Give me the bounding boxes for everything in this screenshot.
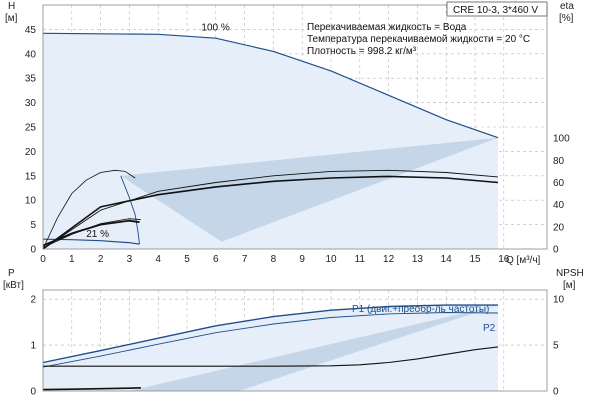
h-tick-label: 15 [25, 171, 37, 182]
h-tick-label: 10 [25, 196, 37, 207]
eta-tick-label: 0 [553, 245, 559, 256]
head-curve-100pct [42, 32, 499, 139]
h-tick-label: 30 [25, 98, 37, 109]
h-tick-label: 40 [25, 49, 37, 60]
h-tick-label: 45 [25, 25, 37, 36]
q-tick-label: 2 [98, 254, 104, 265]
speed-annotation: 21 % [86, 229, 109, 240]
q-axis-label: Q [м³/ч] [506, 255, 541, 266]
q-tick-label: 1 [69, 254, 75, 265]
title-box [446, 1, 548, 17]
power-frame [42, 289, 548, 392]
h-axis-label-line1: H [8, 1, 15, 12]
p-tick-labels: 0 1 2 [30, 295, 36, 398]
p1-curve [42, 304, 498, 364]
head-curve-min-b [42, 218, 141, 248]
npsh-tick-label: 0 [553, 387, 559, 398]
q-tick-label: 11 [355, 254, 366, 265]
q-tick-label: 13 [412, 254, 424, 265]
q-tick-label: 3 [127, 254, 133, 265]
npsh-tick-label: 10 [553, 295, 565, 306]
p-tick-label: 1 [30, 341, 36, 352]
power-npsh-panel: 0 1 2 0 5 10 P [кВт] NPSH [м] P1 (двиг.+прео… [3, 268, 584, 398]
q-tick-label: 0 [40, 254, 46, 265]
h-tick-label: 25 [25, 123, 37, 134]
npsh-tick-label: 5 [553, 341, 559, 352]
chart-title: CRE 10-3, 3*460 V [453, 5, 538, 16]
eta-curve-upper [42, 169, 499, 250]
npsh-axis-label-line1: NPSH [556, 268, 584, 279]
q-tick-labels: 0 1 2 3 4 5 6 7 8 9 10 11 12 13 14 15 16 [40, 254, 510, 265]
eta-tick-labels: 0 20 40 60 80 100 [553, 134, 570, 256]
h-tick-label: 35 [25, 74, 37, 85]
q-tick-label: 10 [325, 254, 337, 265]
eta-tick-label: 80 [553, 156, 565, 167]
h-axis-label-line2: [м] [5, 13, 18, 24]
power-curve-min [42, 387, 141, 391]
npsh-curve [43, 346, 499, 367]
npsh-axis-label-line2: [м] [563, 280, 576, 291]
operating-range-envelope [43, 33, 499, 249]
power-range-wedge [43, 305, 498, 391]
speed-annotations: 100 % 21 % [86, 22, 230, 240]
q-tick-label: 5 [184, 254, 190, 265]
power-range-wedge-dark [129, 305, 498, 391]
q-tick-label: 12 [383, 254, 395, 265]
p-axis-label-line2: [кВт] [3, 280, 24, 291]
eta-axis-label-line2: [%] [559, 13, 574, 24]
p-tick-label: 0 [30, 387, 36, 398]
min-speed-edge [120, 175, 140, 245]
info-density: Плотность = 998.2 кг/м³ [307, 46, 417, 57]
h-tick-label: 20 [25, 147, 37, 158]
eta-tick-label: 40 [553, 200, 565, 211]
p1-label: P1 (двиг.+преобр-ль частоты) [352, 303, 489, 315]
q-tick-label: 15 [469, 254, 481, 265]
eta-tick-label: 100 [553, 134, 570, 145]
p2-curve [42, 312, 499, 368]
info-liquid: Перекачиваемая жидкость = Вода [307, 22, 467, 33]
q-tick-label: 6 [213, 254, 219, 265]
power-range-fill-light [43, 305, 498, 391]
p-tick-label: 2 [30, 295, 36, 306]
power-npsh-series [42, 304, 499, 391]
info-temperature: Температура перекачиваемой жидкости = 20… [307, 34, 530, 45]
q-tick-label: 16 [498, 254, 510, 265]
h-tick-label: 5 [30, 220, 36, 231]
q-tick-label: 9 [299, 254, 305, 265]
eta-tick-label: 60 [553, 178, 565, 189]
speed-annotation: 100 % [201, 22, 229, 33]
head-frame [42, 4, 548, 250]
head-curve-21pct [42, 238, 140, 245]
q-tick-label: 4 [155, 254, 161, 265]
eta-tick-label: 20 [553, 222, 565, 233]
q-tick-label: 14 [441, 254, 453, 265]
eta-axis-label-line1: eta [560, 1, 574, 12]
p-axis-label-line1: P [8, 268, 15, 279]
h-tick-labels: 0 5 10 15 20 25 30 35 40 45 [25, 25, 37, 256]
q-tick-label: 7 [242, 254, 248, 265]
head-efficiency-series [42, 32, 499, 250]
npsh-tick-labels: 0 5 10 [553, 295, 565, 398]
eta-curve-min [42, 169, 136, 250]
head-efficiency-panel: 0 1 2 3 4 5 6 7 8 9 10 11 12 13 14 15 16 051015202530354… [5, 1, 574, 266]
head-range-wedge [120, 137, 499, 242]
eta-curve-lower [42, 175, 499, 250]
head-curve-min-a [42, 219, 140, 247]
p2-label: P2 [483, 323, 496, 334]
h-tick-label: 0 [30, 245, 36, 256]
q-tick-label: 8 [271, 254, 277, 265]
